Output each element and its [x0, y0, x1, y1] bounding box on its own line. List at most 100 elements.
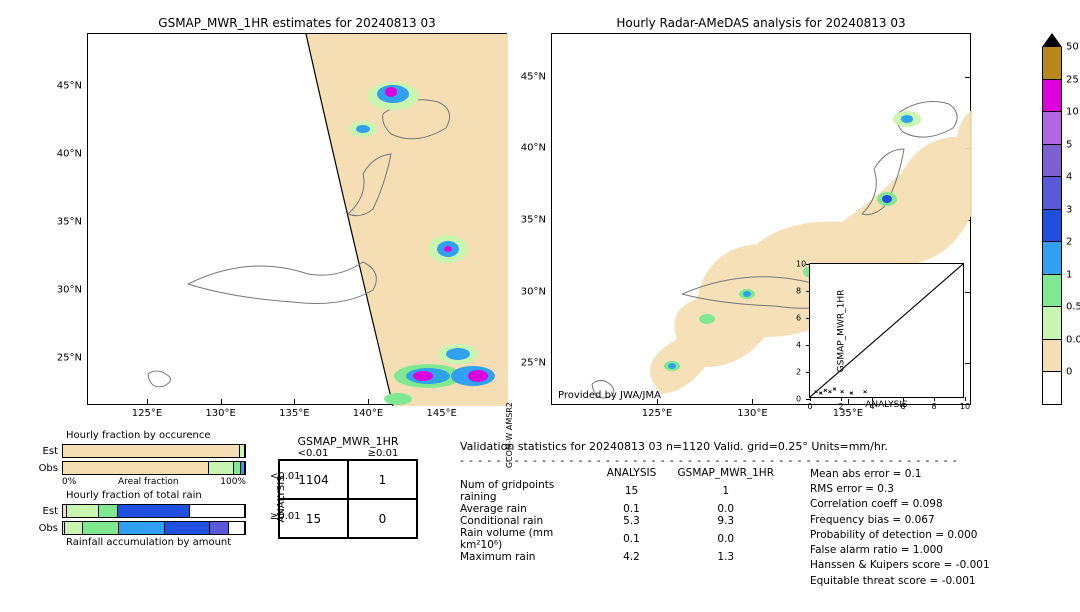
bar-segment	[190, 505, 245, 517]
lat-label: 35°N	[521, 215, 552, 226]
colorbar-tick-label: 50	[1066, 42, 1079, 53]
colorbar-segment	[1042, 307, 1062, 340]
contingency-table: GSMAP_MWR_1HR <0.01 ≥0.01 ANALYSIS <0.01…	[278, 435, 418, 539]
inset-xtick-label: 2	[838, 402, 843, 411]
colorbar-tick-label: 25	[1066, 74, 1079, 85]
areal-fraction-label: Areal fraction	[118, 477, 179, 487]
lon-label: 125°E	[642, 404, 672, 419]
metric-key: Equitable threat score =	[810, 575, 938, 587]
bar-segment	[165, 522, 211, 534]
metric-val: 0.098	[913, 498, 943, 510]
bar-segment	[63, 445, 240, 457]
colorbar-tick-label: 4	[1066, 172, 1072, 183]
stat-key: Average rain	[460, 503, 592, 515]
bar-track	[62, 521, 246, 535]
colorbar-tick-label: 2	[1066, 237, 1072, 248]
gsmap-map-title: GSMAP_MWR_1HR estimates for 20240813 03	[88, 16, 506, 30]
metric-val: 0.3	[877, 483, 894, 495]
metric-row: Probability of detection = 0.000	[810, 528, 990, 543]
stat-gsmap-val: 0.0	[672, 503, 780, 515]
lat-label: 40°N	[57, 148, 88, 159]
bar-row-label: Est	[36, 446, 62, 457]
metric-row: Hanssen & Kuipers score = -0.001	[810, 558, 990, 573]
inset-xtick-label: 8	[931, 402, 936, 411]
contingency-col-header: GSMAP_MWR_1HR	[278, 435, 418, 448]
colorbar-segment	[1042, 47, 1062, 80]
colorbar-segment	[1042, 372, 1062, 405]
bar-track	[62, 461, 246, 475]
inset-ytick-label: 8	[796, 287, 801, 296]
scatter-inset: ANALYSIS GSMAP_MWR_1HR 00224466881010	[809, 263, 964, 398]
metric-key: Probability of detection =	[810, 529, 944, 541]
lon-label: 135°E	[279, 404, 309, 419]
bar-row-label: Est	[36, 506, 62, 517]
bar-segment	[241, 462, 245, 474]
bar-track	[62, 504, 246, 518]
stat-key: Maximum rain	[460, 551, 592, 563]
inset-xlabel: ANALYSIS	[810, 400, 963, 410]
stats-col-analysis: ANALYSIS	[592, 467, 672, 479]
colorbar-segment	[1042, 275, 1062, 308]
occurrence-title: Hourly fraction by occurence	[36, 430, 246, 441]
lat-label: 25°N	[57, 353, 88, 364]
colorbar-segment	[1042, 112, 1062, 145]
gsmap-map-panel: GSMAP_MWR_1HR estimates for 20240813 03 …	[87, 33, 507, 405]
bar-segment	[210, 522, 228, 534]
colorbar-tick-label: 3	[1066, 204, 1072, 215]
bar-segment	[229, 522, 245, 534]
bar-segment	[209, 462, 234, 474]
bar-segment	[65, 522, 83, 534]
metric-row: RMS error = 0.3	[810, 482, 990, 497]
metric-key: Correlation coeff =	[810, 498, 909, 510]
colorbar-tick-label: 1	[1066, 269, 1072, 280]
stat-key: Num of gridpoints raining	[460, 479, 592, 503]
metric-row: Equitable threat score = -0.001	[810, 574, 990, 589]
bar-row: Est	[36, 443, 246, 459]
lat-label: 30°N	[521, 286, 552, 297]
stat-gsmap-val: 1	[672, 479, 780, 503]
cont-cell-11: 0	[348, 499, 417, 538]
lon-label: 145°E	[426, 404, 456, 419]
radar-map-panel: Hourly Radar-AMeDAS analysis for 2024081…	[551, 33, 971, 405]
stat-gsmap-val: 9.3	[672, 515, 780, 527]
stats-header: Validation statistics for 20240813 03 n=…	[460, 440, 1060, 453]
bar-row-label: Obs	[36, 463, 62, 474]
validation-stats: Validation statistics for 20240813 03 n=…	[460, 440, 1060, 589]
stat-gsmap-val: 0.0	[672, 527, 780, 551]
lon-label: 130°E	[737, 404, 767, 419]
bar-segment	[118, 505, 191, 517]
inset-ytick-label: 0	[796, 395, 801, 404]
colorbar-segment	[1042, 340, 1062, 373]
metric-val: 1.000	[913, 544, 943, 556]
metric-val: 0.1	[905, 468, 922, 480]
colorbar-tick-label: 0	[1066, 367, 1072, 378]
stat-analysis-val: 4.2	[592, 551, 672, 563]
bar-segment	[63, 462, 209, 474]
stat-analysis-val: 5.3	[592, 515, 672, 527]
metric-key: RMS error =	[810, 483, 874, 495]
lon-label: 140°E	[353, 404, 383, 419]
stats-col-gsmap: GSMAP_MWR_1HR	[672, 467, 780, 479]
colorbar-over-arrow	[1042, 33, 1062, 47]
metric-row: Correlation coeff = 0.098	[810, 497, 990, 512]
lat-label: 30°N	[57, 285, 88, 296]
stats-divider: - - - - - - - - - - - - - - - - - - - - …	[460, 455, 1060, 467]
colorbar-segment	[1042, 242, 1062, 275]
totalrain-title: Hourly fraction of total rain	[36, 490, 246, 501]
fraction-bars: Hourly fraction by occurence EstObs 0%Ar…	[36, 430, 246, 550]
bar-track	[62, 444, 246, 458]
metric-key: False alarm ratio =	[810, 544, 910, 556]
inset-xtick-label: 4	[869, 402, 874, 411]
inset-ytick-label: 4	[796, 341, 801, 350]
inset-ytick-label: 10	[796, 260, 806, 269]
inset-ytick-label: 6	[796, 314, 801, 323]
metric-key: Hanssen & Kuipers score =	[810, 559, 952, 571]
bar-segment	[119, 522, 165, 534]
lat-label: 45°N	[521, 71, 552, 82]
bar-segment	[240, 445, 245, 457]
bar-segment	[67, 505, 100, 517]
cont-cell-10: 15	[279, 499, 348, 538]
inset-xtick-label: 10	[960, 402, 970, 411]
cont-col-0: <0.01	[298, 448, 329, 459]
bar-row: Obs	[36, 520, 246, 536]
